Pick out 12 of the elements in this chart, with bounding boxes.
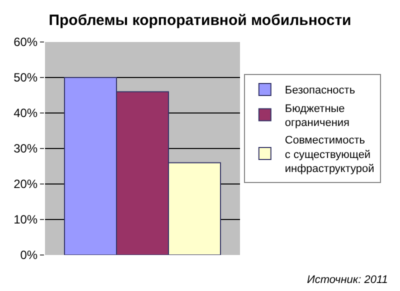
chart-title: Проблемы корпоративной мобильности: [48, 12, 352, 30]
legend-label: Совместимость с существующей инфраструктурой: [284, 134, 374, 176]
legend-label: Безопасность: [284, 84, 356, 97]
y-tick-label: 0%: [20, 248, 38, 262]
y-tick-label: 30%: [14, 142, 38, 156]
text: Источник: 2011: [307, 274, 388, 286]
y-tick-label: 60%: [14, 35, 38, 50]
y-tick-label: 50%: [14, 70, 38, 85]
y-tick-label: 40%: [14, 106, 38, 120]
y-tick-label: 10%: [14, 212, 38, 227]
y-tick-label: 20%: [14, 177, 38, 192]
legend-label: Бюджетные ограничения: [284, 102, 350, 130]
